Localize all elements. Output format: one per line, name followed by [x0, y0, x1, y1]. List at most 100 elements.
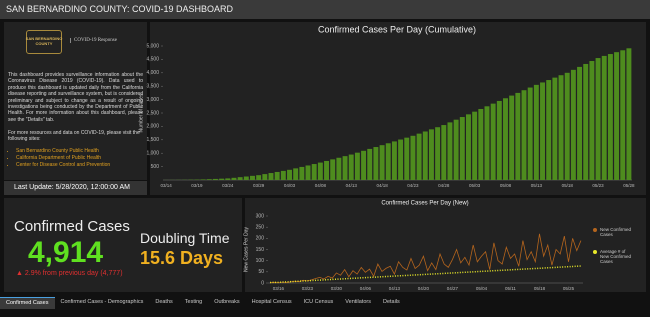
bar — [453, 119, 459, 180]
y-tick-label: 50 — [258, 269, 264, 275]
line — [270, 233, 582, 284]
bar — [206, 179, 212, 180]
bar — [231, 177, 237, 180]
y-tick-label: 200 — [256, 236, 265, 242]
chart-title: Confirmed Cases Per Day (New) — [381, 201, 468, 207]
bar — [478, 108, 484, 180]
bar — [293, 168, 299, 180]
tab[interactable]: ICU Census — [303, 299, 334, 305]
resources-text: For more resources and data on COVID-19,… — [8, 130, 140, 143]
x-tick-label: 05/18 — [562, 183, 574, 188]
x-tick-label: 05/25 — [563, 286, 575, 291]
x-tick-label: 03/23 — [302, 286, 314, 291]
cases-change: ▲ 2.9% from previous day (4,777) — [16, 270, 123, 277]
x-tick-label: 03/16 — [273, 286, 285, 291]
bar — [626, 48, 632, 181]
x-tick-label: 04/28 — [438, 183, 450, 188]
x-tick-label: 05/03 — [469, 183, 481, 188]
y-tick-label: 500 — [151, 164, 160, 170]
x-tick-label: 04/13 — [389, 286, 401, 291]
x-tick-label: 05/08 — [500, 183, 512, 188]
bar — [287, 169, 292, 180]
doubling-value: 15.6 Days — [140, 248, 224, 268]
x-tick-label: 04/06 — [360, 286, 372, 291]
bar — [521, 90, 527, 180]
bar — [558, 75, 564, 180]
bar — [503, 98, 508, 180]
x-tick-label: 04/08 — [315, 183, 327, 188]
bar — [354, 152, 360, 180]
bar — [465, 114, 471, 180]
kpi-panel: Confirmed Cases 4,914 ▲ 2.9% from previo… — [4, 198, 242, 292]
tab[interactable]: Confirmed Cases - Demographics — [60, 299, 144, 305]
x-tick-label: 04/23 — [407, 183, 419, 188]
y-axis-title: Number of Cases — [138, 93, 144, 132]
y-tick-label: 2,000 — [146, 124, 159, 130]
tab[interactable]: Ventilators — [345, 299, 371, 305]
x-tick-label: 04/27 — [447, 286, 459, 291]
y-tick-label: 150 — [256, 247, 265, 253]
y-axis-title: New Cases Per Day — [243, 226, 249, 272]
bar — [274, 171, 280, 180]
x-tick-label: 05/13 — [531, 183, 543, 188]
bar — [428, 129, 434, 180]
bar — [589, 61, 595, 181]
bar — [577, 66, 583, 180]
bar — [564, 72, 570, 180]
bar — [317, 162, 323, 180]
bar — [348, 154, 354, 180]
bar — [601, 55, 607, 180]
bar — [305, 165, 311, 180]
bar — [398, 139, 404, 180]
bar — [552, 77, 558, 180]
tab[interactable]: Deaths — [155, 299, 173, 305]
logo-tag: COVID-19 Response — [70, 38, 117, 43]
legend-marker — [593, 228, 597, 232]
y-tick-label: 300 — [256, 213, 265, 219]
link[interactable]: San Bernardino County Public Health — [16, 148, 110, 155]
tab[interactable]: Details — [382, 299, 400, 305]
y-tick-label: 2,500 — [146, 110, 159, 116]
bar — [441, 125, 447, 180]
cases-value: 4,914 — [28, 236, 104, 269]
x-tick-label: 03/19 — [191, 183, 203, 188]
x-tick-label: 04/20 — [418, 286, 430, 291]
link[interactable]: California Department of Public Health — [16, 155, 110, 162]
logo-county: SAN BERNARDINO COUNTY — [25, 36, 63, 46]
bar — [250, 175, 255, 180]
y-tick-label: 1,000 — [146, 151, 159, 157]
bar — [614, 52, 620, 180]
x-tick-label: 05/04 — [476, 286, 488, 291]
last-update: Last Update: 5/28/2020, 12:00:00 AM — [14, 184, 130, 191]
bar — [219, 178, 225, 180]
x-tick-label: 03/24 — [222, 183, 234, 188]
logo — [26, 30, 62, 54]
header-bar: SAN BERNARDINO COUNTY: COVID-19 DASHBOAR… — [0, 0, 650, 19]
bar — [342, 156, 348, 180]
header-title: SAN BERNARDINO COUNTY: COVID-19 DASHBOAR… — [6, 4, 234, 14]
tab[interactable]: Confirmed Cases — [0, 297, 55, 309]
tab[interactable]: Hospital Census — [251, 299, 292, 305]
x-tick-label: 03/30 — [331, 286, 343, 291]
line — [270, 265, 581, 284]
bar — [416, 133, 422, 180]
y-tick-label: 3,500 — [146, 84, 159, 90]
chart-title: Confirmed Cases Per Day (Cumulative) — [318, 24, 476, 34]
tab[interactable]: Testing — [184, 299, 203, 305]
legend-label: New Confirmed Cases — [600, 227, 632, 237]
bar — [490, 103, 496, 180]
legend-label: Average # of New Confirmed Cases — [600, 249, 632, 264]
bar — [546, 80, 552, 180]
tab[interactable]: Outbreaks — [214, 299, 240, 305]
bar — [607, 54, 613, 180]
link[interactable]: Center for Disease Control and Preventio… — [16, 162, 110, 169]
x-tick-label: 05/28 — [623, 183, 635, 188]
bar — [404, 137, 410, 180]
bar — [212, 178, 218, 180]
bar — [540, 82, 545, 180]
link-list: San Bernardino County Public Health Cali… — [8, 148, 110, 169]
x-tick-label: 04/03 — [284, 183, 296, 188]
bar — [527, 87, 533, 180]
x-tick-label: 04/13 — [346, 183, 358, 188]
